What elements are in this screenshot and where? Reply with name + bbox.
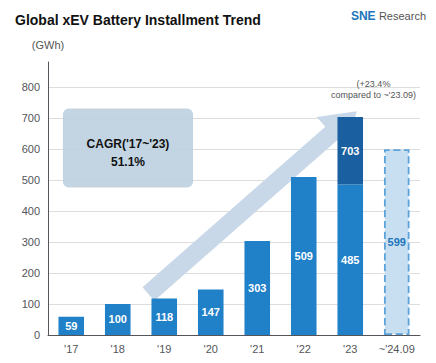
svg-text:'19: '19 [157,343,171,355]
svg-text:59: 59 [65,320,77,332]
svg-text:51.1%: 51.1% [111,155,145,169]
svg-text:500: 500 [22,174,40,186]
svg-text:600: 600 [22,143,40,155]
svg-text:(+23.4%: (+23.4% [357,79,391,89]
svg-text:703: 703 [341,145,359,157]
svg-text:Global xEV Battery Installment: Global xEV Battery Installment Trend [15,12,261,28]
svg-text:~'24.09: ~'24.09 [379,343,415,355]
svg-text:400: 400 [22,205,40,217]
svg-text:'17: '17 [64,343,78,355]
svg-text:509: 509 [295,250,313,262]
svg-text:100: 100 [109,313,127,325]
svg-text:300: 300 [22,236,40,248]
svg-text:CAGR('17~'23): CAGR('17~'23) [87,137,170,151]
svg-text:'20: '20 [204,343,218,355]
svg-text:303: 303 [248,282,266,294]
svg-text:599: 599 [388,236,406,248]
svg-text:Research: Research [379,10,426,22]
svg-text:200: 200 [22,267,40,279]
svg-text:SNE: SNE [351,9,376,23]
svg-text:118: 118 [155,311,173,323]
svg-text:'18: '18 [111,343,125,355]
svg-text:147: 147 [202,306,220,318]
svg-text:compared to ~'23.09): compared to ~'23.09) [331,90,416,100]
svg-text:485: 485 [341,254,359,266]
svg-text:800: 800 [22,81,40,93]
svg-text:'21: '21 [250,343,264,355]
svg-text:'23: '23 [343,343,357,355]
svg-text:(GWh): (GWh) [32,39,64,51]
svg-text:0: 0 [34,329,40,341]
svg-text:700: 700 [22,112,40,124]
svg-text:'22: '22 [297,343,311,355]
svg-text:100: 100 [22,298,40,310]
